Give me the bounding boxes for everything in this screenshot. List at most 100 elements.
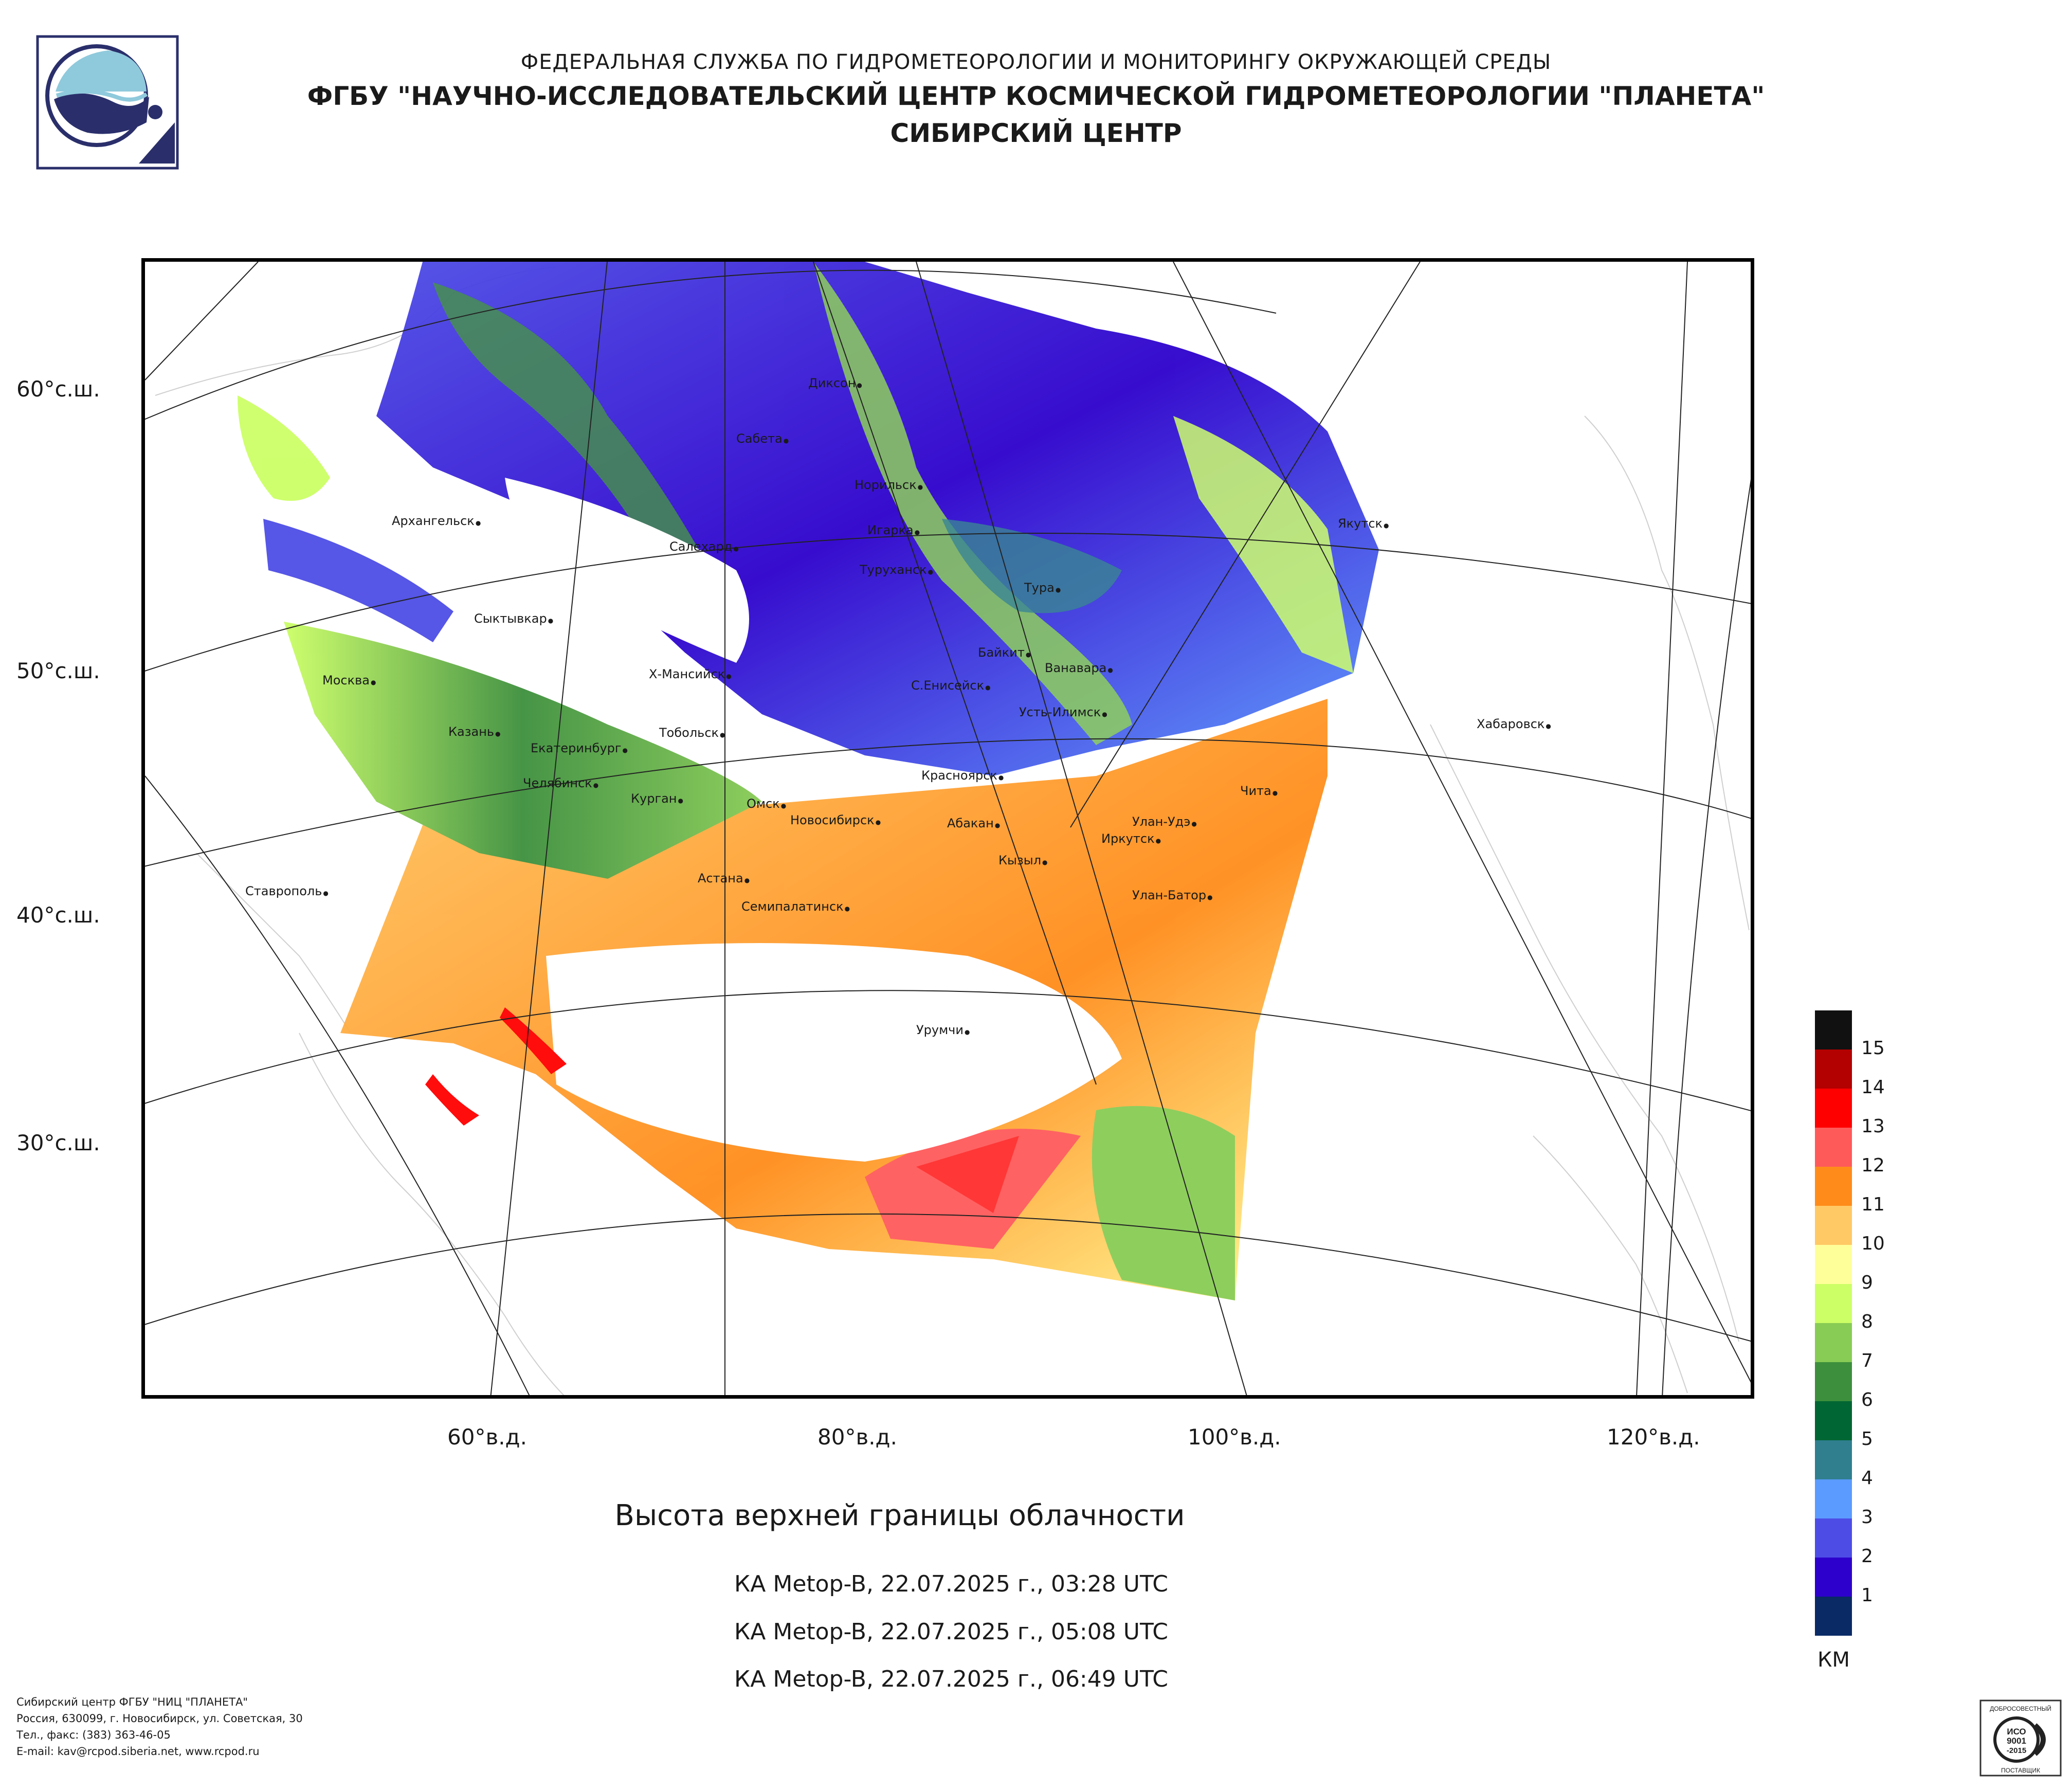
- legend-swatch: [1815, 1479, 1852, 1518]
- city-dot-icon: ●: [1272, 789, 1278, 797]
- legend-label: 5: [1861, 1428, 1873, 1450]
- legend-swatch: [1815, 1597, 1852, 1636]
- cloud-top-height-map: Диксон ● Сабета ● Норильск ● Архангельск ● С…: [141, 258, 1754, 1399]
- city-dot-icon: ●: [1546, 722, 1551, 730]
- city-label: Туруханск ●: [860, 563, 934, 577]
- city-label: Сыктывкар ●: [474, 611, 554, 626]
- lon-label-80: 80°в.д.: [817, 1424, 897, 1450]
- legend-swatch: [1815, 1558, 1852, 1597]
- legend-swatch: [1815, 1089, 1852, 1128]
- city-label: Якутск ●: [1338, 516, 1389, 531]
- city-label: Семипалатинск ●: [741, 899, 850, 914]
- legend-label: 13: [1861, 1116, 1885, 1137]
- legend-label: 3: [1861, 1507, 1873, 1528]
- planeta-logo: [36, 35, 179, 170]
- product-title: Высота верхней границы облачности: [614, 1499, 1185, 1532]
- lon-label-100: 100°в.д.: [1188, 1424, 1281, 1450]
- city-dot-icon: ●: [928, 568, 934, 575]
- city-label: Х-Мансийск ●: [649, 667, 732, 681]
- city-dot-icon: ●: [1055, 586, 1061, 593]
- legend-swatch: [1815, 1206, 1852, 1245]
- legend-label: 10: [1861, 1233, 1885, 1254]
- city-dot-icon: ●: [475, 519, 481, 527]
- footer-phone: Тел., факс: (383) 363-46-05: [16, 1729, 171, 1741]
- legend-swatch: [1815, 1323, 1852, 1362]
- legend-label: 14: [1861, 1077, 1885, 1098]
- city-label: Красноярск ●: [921, 768, 1004, 783]
- city-label: Екатеринбург ●: [531, 741, 628, 755]
- city-label: Тобольск ●: [659, 726, 725, 740]
- legend-label: 2: [1861, 1546, 1873, 1567]
- city-label: Салехард ●: [669, 539, 739, 554]
- city-label: Омск ●: [747, 797, 787, 811]
- legend-label: 8: [1861, 1311, 1873, 1332]
- city-label: Норильск ●: [855, 478, 923, 492]
- city-label: Абакан ●: [947, 816, 1001, 830]
- cert-mid1: ИСО: [2007, 1727, 2026, 1736]
- city-label: Улан-Удэ ●: [1132, 815, 1197, 829]
- city-label: Казань ●: [448, 725, 501, 739]
- legend-swatch: [1815, 1401, 1852, 1440]
- cert-mid3: -2015: [2007, 1746, 2026, 1755]
- header-institute: ФГБУ "НАУЧНО-ИССЛЕДОВАТЕЛЬСКИЙ ЦЕНТР КОС…: [307, 81, 1765, 111]
- legend-label: 11: [1861, 1194, 1885, 1215]
- city-dot-icon: ●: [857, 382, 862, 389]
- footer-email: E-mail: kav@rcpod.siberia.net, www.rcpod…: [16, 1745, 260, 1758]
- legend-swatch: [1815, 1050, 1852, 1089]
- city-dot-icon: ●: [783, 437, 789, 444]
- city-dot-icon: ●: [622, 747, 628, 754]
- legend-label: 6: [1861, 1389, 1873, 1410]
- city-label: Кызыл ●: [998, 853, 1048, 867]
- cert-mid2: 9001: [2007, 1736, 2026, 1746]
- city-label: Курган ●: [631, 791, 683, 806]
- city-dot-icon: ●: [744, 877, 750, 884]
- city-label: Урумчи ●: [916, 1023, 970, 1037]
- city-dot-icon: ●: [1107, 666, 1113, 674]
- city-dot-icon: ●: [1191, 820, 1197, 827]
- city-label: Иркутск ●: [1101, 831, 1161, 846]
- lat-label-30: 30°с.ш.: [16, 1130, 100, 1155]
- lat-label-40: 40°с.ш.: [16, 902, 100, 928]
- height-legend: [1815, 1010, 1852, 1636]
- footer-address: Россия, 630099, г. Новосибирск, ул. Сове…: [16, 1712, 303, 1725]
- legend-label: 7: [1861, 1350, 1873, 1371]
- city-label: Сабета ●: [736, 431, 789, 446]
- city-label: Хабаровск ●: [1477, 717, 1551, 731]
- city-label: Москва ●: [322, 673, 376, 688]
- city-dot-icon: ●: [678, 797, 683, 804]
- city-dot-icon: ●: [1025, 651, 1031, 658]
- city-label: С.Енисейск ●: [911, 678, 991, 693]
- lat-label-60: 60°с.ш.: [16, 376, 100, 402]
- lat-label-50: 50°с.ш.: [16, 658, 100, 683]
- city-dot-icon: ●: [917, 483, 923, 491]
- city-dot-icon: ●: [323, 890, 329, 897]
- city-label: Ванавара ●: [1045, 661, 1113, 675]
- city-dot-icon: ●: [875, 819, 881, 826]
- city-dot-icon: ●: [1042, 859, 1048, 866]
- legend-unit: КМ: [1817, 1648, 1850, 1672]
- pass-1: КА Metop-B, 22.07.2025 г., 03:28 UTC: [734, 1571, 1168, 1597]
- city-dot-icon: ●: [985, 684, 991, 691]
- city-dot-icon: ●: [726, 673, 732, 680]
- city-dot-icon: ●: [593, 782, 599, 789]
- city-dot-icon: ●: [370, 679, 376, 686]
- legend-swatch: [1815, 1440, 1852, 1479]
- city-dot-icon: ●: [964, 1028, 970, 1036]
- legend-swatch: [1815, 1518, 1852, 1558]
- header-agency: ФЕДЕРАЛЬНАЯ СЛУЖБА ПО ГИДРОМЕТЕОРОЛОГИИ …: [520, 50, 1552, 74]
- legend-label: 4: [1861, 1468, 1873, 1489]
- city-dot-icon: ●: [1102, 711, 1107, 718]
- city-dot-icon: ●: [914, 529, 920, 536]
- city-dot-icon: ●: [1207, 894, 1213, 901]
- header-center: СИБИРСКИЙ ЦЕНТР: [890, 118, 1182, 148]
- iso-certificate-badge: ДОБРОСОВЕСТНЫЙ ИСО 9001 -2015 ПОСТАВЩИК: [1979, 1699, 2062, 1777]
- city-label: Тура ●: [1024, 581, 1061, 595]
- city-dot-icon: ●: [994, 822, 1001, 829]
- legend-swatch: [1815, 1362, 1852, 1401]
- legend-swatch: [1815, 1010, 1852, 1050]
- city-dot-icon: ●: [733, 545, 739, 552]
- city-dot-icon: ●: [548, 617, 554, 624]
- cert-top: ДОБРОСОВЕСТНЫЙ: [1990, 1705, 2051, 1712]
- cloud-swath: [238, 262, 1379, 1300]
- city-dot-icon: ●: [780, 802, 787, 809]
